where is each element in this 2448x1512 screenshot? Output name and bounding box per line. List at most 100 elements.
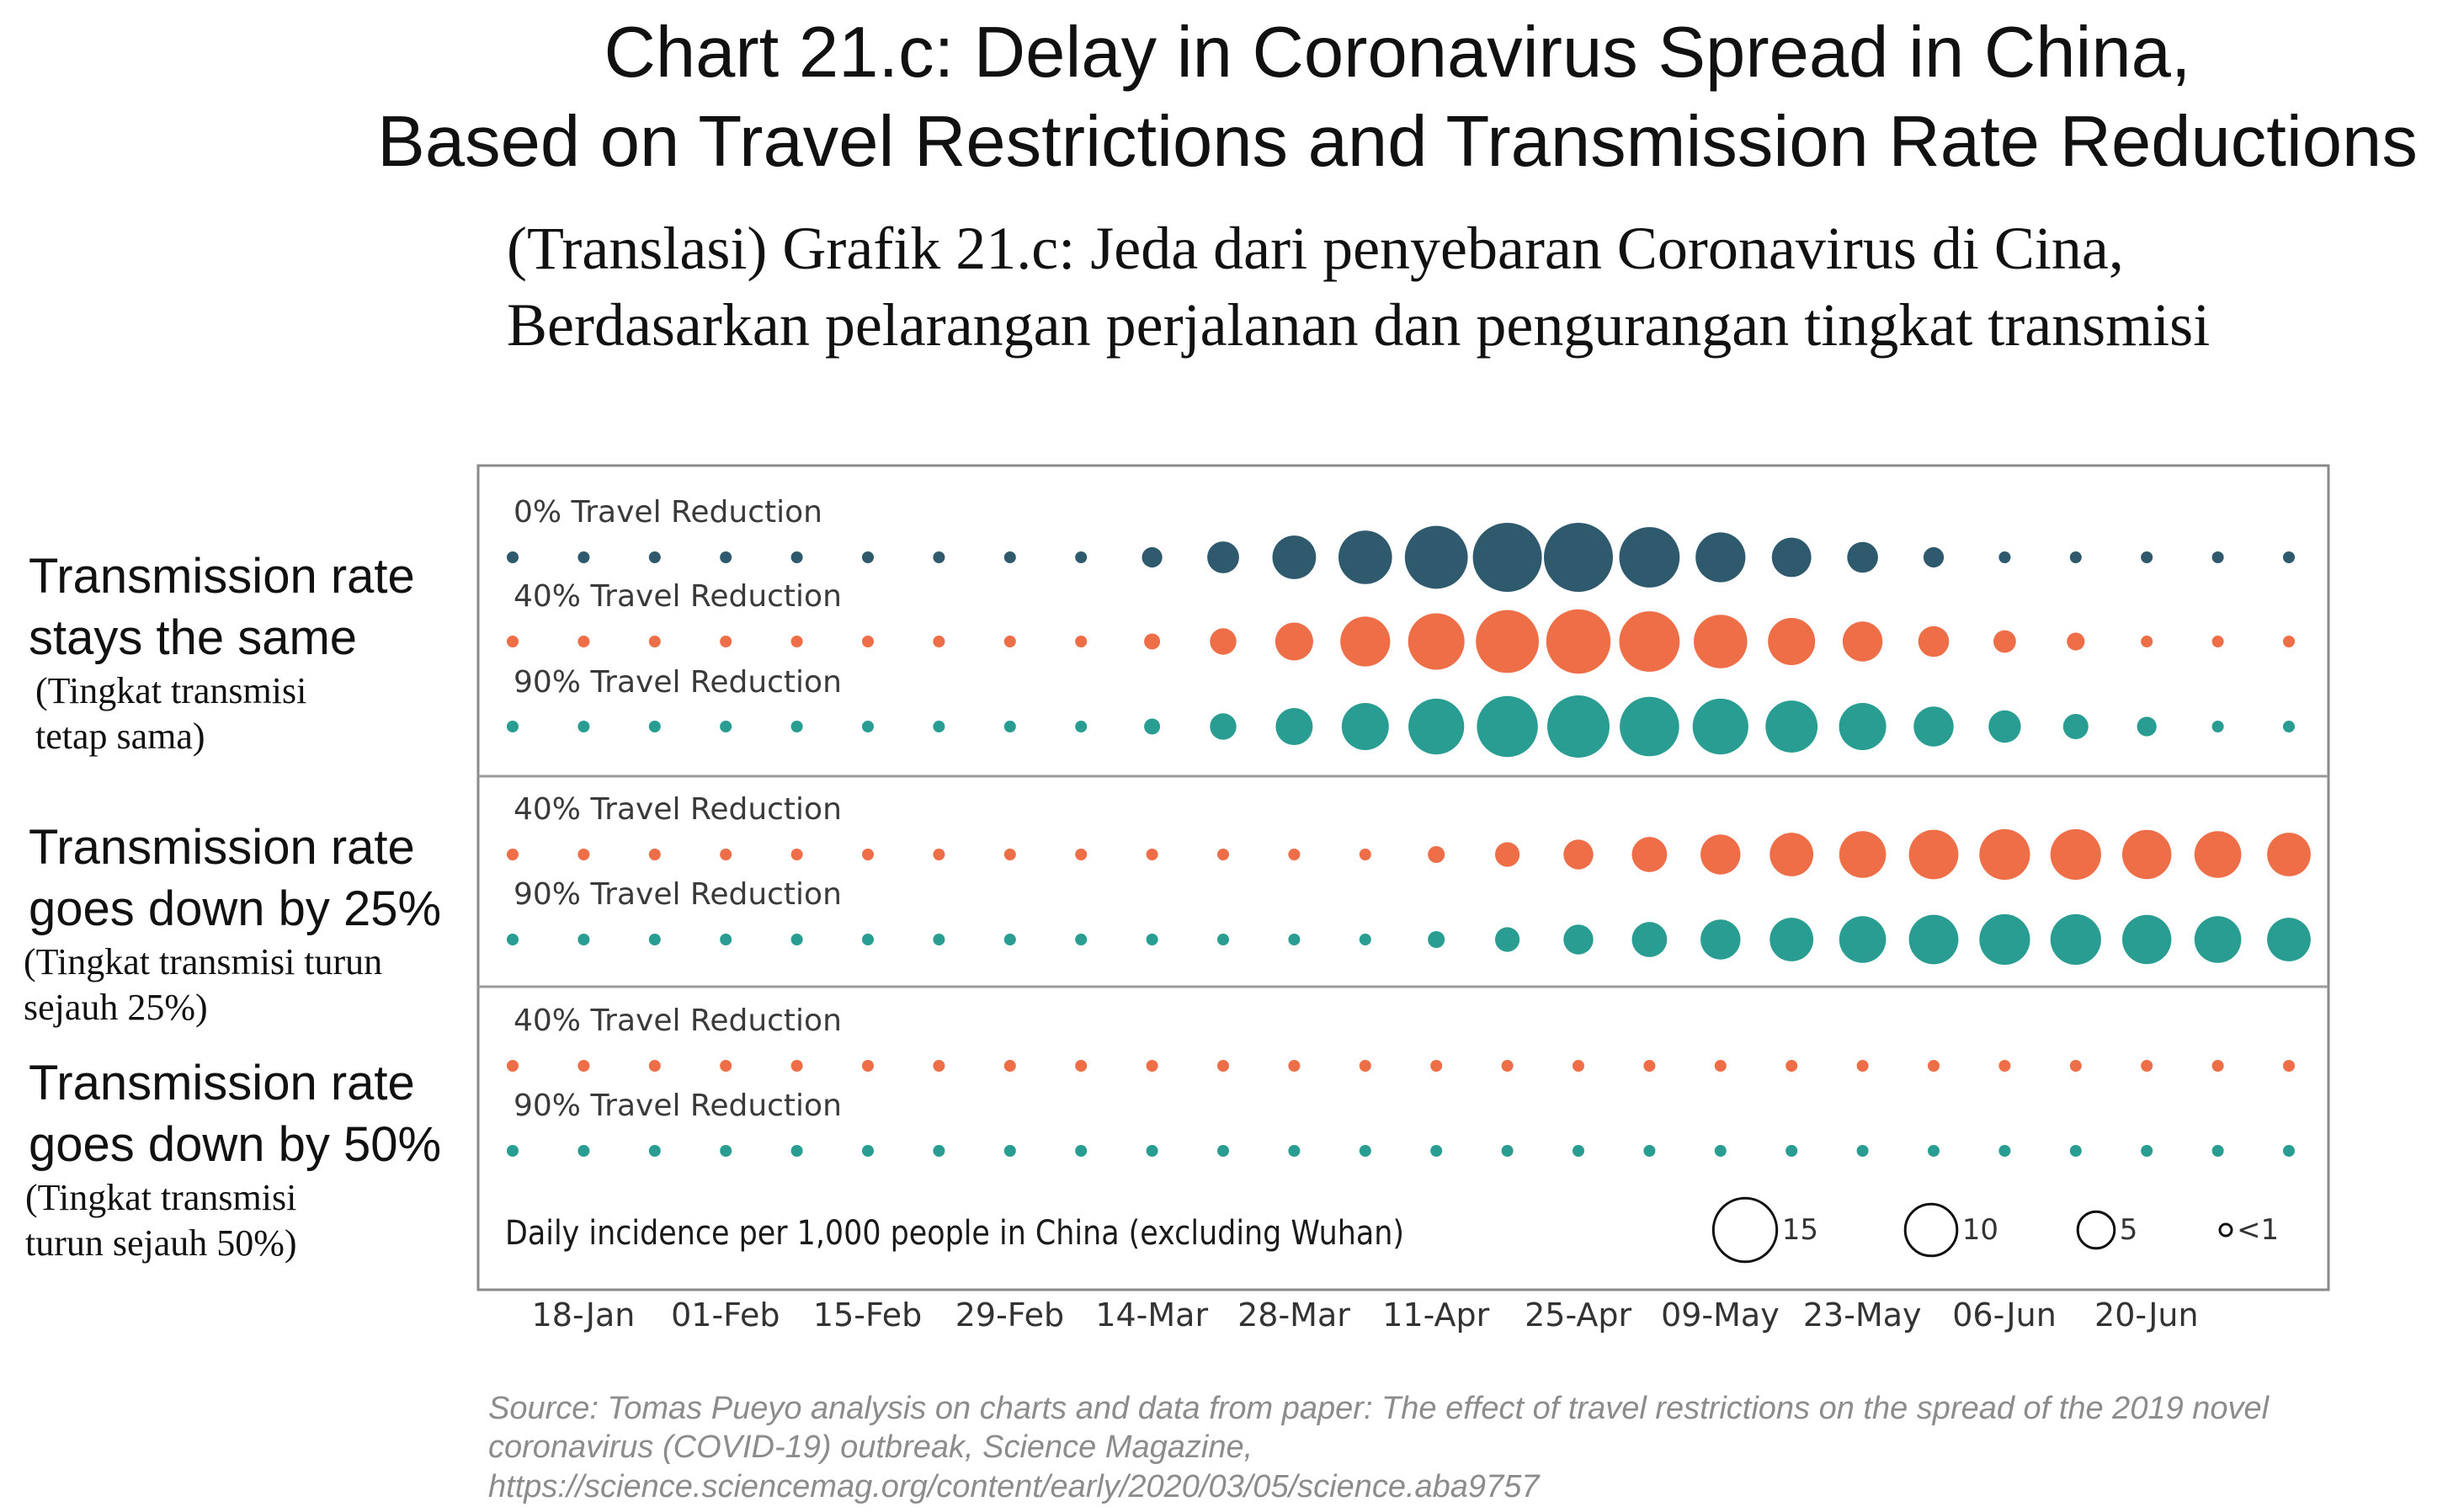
bubble xyxy=(862,1145,874,1157)
x-tick-label: 23-May xyxy=(1803,1296,1922,1334)
bubble xyxy=(1146,1145,1158,1157)
x-tick-label: 20-Jun xyxy=(2094,1296,2199,1334)
bubble xyxy=(2211,636,2224,647)
bubble xyxy=(1769,918,1814,961)
bubble xyxy=(507,721,519,732)
bubble xyxy=(1075,721,1088,732)
bubble xyxy=(720,849,732,860)
x-tick-label: 28-Mar xyxy=(1237,1296,1350,1334)
bubble xyxy=(790,1145,803,1157)
bubble xyxy=(862,934,874,945)
bubble xyxy=(720,1145,732,1157)
bubble xyxy=(790,636,803,647)
bubble xyxy=(933,721,945,732)
bubble xyxy=(1408,698,1465,755)
bubble xyxy=(2267,833,2311,876)
bubble xyxy=(2069,1060,2082,1072)
bubble xyxy=(2267,918,2311,961)
bubble xyxy=(648,1060,661,1072)
x-axis: 18-Jan 01-Feb 15-Feb 29-Feb 14-Mar 28-Mar 11-A… xyxy=(532,1296,2199,1334)
bubble xyxy=(1856,1060,1869,1072)
bubble xyxy=(1075,1060,1088,1072)
bubble xyxy=(2141,636,2153,647)
bubble xyxy=(577,934,590,945)
bubble xyxy=(507,1060,519,1072)
bubble xyxy=(1692,698,1748,755)
bubble xyxy=(2069,551,2082,563)
bubble xyxy=(1769,833,1814,876)
bubble xyxy=(2283,1060,2295,1072)
bubble xyxy=(790,849,803,860)
bubble xyxy=(720,636,732,647)
bubble xyxy=(720,934,732,945)
bubble xyxy=(1714,1060,1727,1072)
bubble xyxy=(2211,721,2224,732)
bubble xyxy=(1700,834,1741,875)
bubble xyxy=(1771,537,1812,578)
row-label: 40% Travel Reduction xyxy=(514,1004,842,1038)
bubble xyxy=(1495,927,1520,952)
bubble xyxy=(1359,1060,1371,1072)
bubble xyxy=(1075,551,1088,563)
bubble xyxy=(1694,615,1748,668)
bubble xyxy=(2211,551,2224,563)
group-label-translation1: (Tingkat transmisi xyxy=(35,670,307,712)
bubble xyxy=(2137,716,2157,737)
bubble xyxy=(1785,1145,1798,1157)
x-tick-label: 29-Feb xyxy=(955,1296,1064,1334)
bubble xyxy=(1928,1060,1940,1072)
bubble xyxy=(2050,913,2101,966)
bubble xyxy=(1643,1060,1656,1072)
bubble xyxy=(507,551,519,563)
bubble xyxy=(2141,551,2153,563)
bubble xyxy=(1075,1145,1088,1157)
bubble xyxy=(577,636,590,647)
bubble xyxy=(507,1145,519,1157)
group-label-line1: Transmission rate xyxy=(29,1056,415,1110)
bubble xyxy=(1768,618,1816,665)
group-label-translation2: tetap sama) xyxy=(35,715,205,757)
bubble xyxy=(648,934,661,945)
legend-bubble xyxy=(1711,1196,1779,1264)
x-tick-label: 01-Feb xyxy=(671,1296,780,1334)
bubble xyxy=(1210,628,1237,655)
x-tick-label: 14-Mar xyxy=(1095,1296,1208,1334)
bubble xyxy=(1359,934,1371,945)
bubble xyxy=(1146,934,1158,945)
bubble xyxy=(1695,532,1746,583)
bubble xyxy=(1714,1145,1727,1157)
row-label: 40% Travel Reduction xyxy=(514,792,842,827)
chart-title-line1: Chart 21.c: Delay in Coronavirus Spread … xyxy=(604,13,2191,93)
bubble xyxy=(1359,849,1371,860)
group-label-line1: Transmission rate xyxy=(29,820,415,875)
bubble xyxy=(1359,1145,1371,1157)
bubble xyxy=(1842,621,1883,662)
bubble xyxy=(1404,525,1468,589)
bubble xyxy=(1428,931,1445,948)
bubble xyxy=(1003,636,1016,647)
bubble xyxy=(2122,914,2172,965)
size-legend: 15 10 5 <1 xyxy=(1711,1196,2279,1264)
row-label: 90% Travel Reduction xyxy=(514,877,842,912)
bubble xyxy=(790,934,803,945)
bubble xyxy=(1003,849,1016,860)
bubble xyxy=(1341,703,1389,750)
group-label-same: Transmission rate stays the same (Tingka… xyxy=(29,546,415,759)
bubble xyxy=(2067,632,2085,651)
chart-title: Chart 21.c: Delay in Coronavirus Spread … xyxy=(354,8,2441,188)
bubble xyxy=(862,551,874,563)
bubble xyxy=(933,1060,945,1072)
bubble xyxy=(1988,710,2021,743)
group-label-line2: stays the same xyxy=(29,610,358,666)
row-label: 90% Travel Reduction xyxy=(514,665,842,700)
x-tick-label: 15-Feb xyxy=(813,1296,922,1334)
bubble xyxy=(1998,1060,2011,1072)
bubble xyxy=(1856,1145,1869,1157)
group-label-line2: goes down by 25% xyxy=(29,881,442,937)
bubble xyxy=(1839,916,1887,963)
x-tick-label: 09-May xyxy=(1661,1296,1780,1334)
measure-label: Daily incidence per 1,000 people in Chin… xyxy=(505,1214,1404,1253)
bubble xyxy=(1619,611,1680,672)
bubble xyxy=(790,551,803,563)
bubble xyxy=(1501,1145,1514,1157)
